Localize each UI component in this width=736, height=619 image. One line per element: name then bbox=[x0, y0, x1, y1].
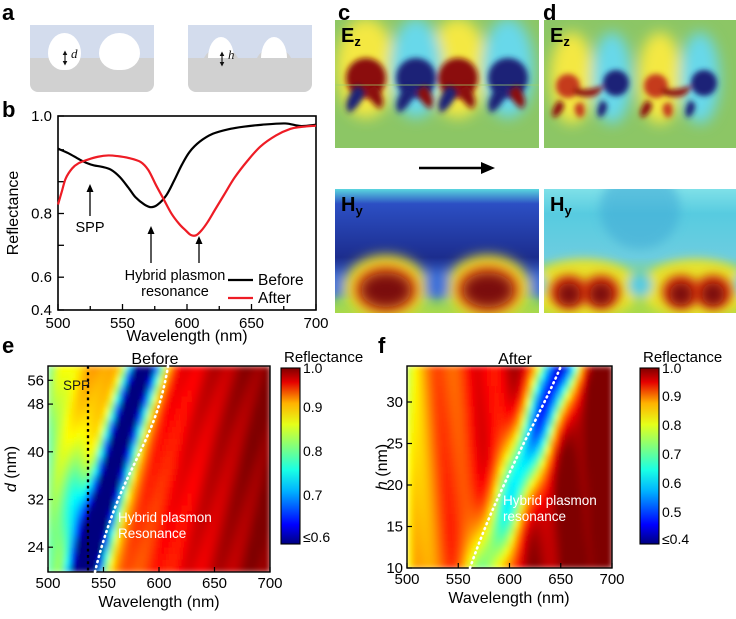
svg-text:0.8: 0.8 bbox=[31, 206, 52, 223]
svg-text:0.9: 0.9 bbox=[303, 399, 323, 415]
svg-text:1.0: 1.0 bbox=[303, 360, 323, 376]
svg-text:550: 550 bbox=[91, 575, 116, 592]
svg-text:32: 32 bbox=[27, 492, 44, 509]
svg-text:d (nm): d (nm) bbox=[3, 446, 20, 492]
svg-text:24: 24 bbox=[27, 539, 44, 556]
svg-text:0.5: 0.5 bbox=[662, 504, 682, 520]
svg-text:Hybrid plasmon: Hybrid plasmon bbox=[125, 268, 226, 284]
svg-text:650: 650 bbox=[548, 571, 573, 588]
svg-text:Wavelength (nm): Wavelength (nm) bbox=[448, 590, 569, 607]
svg-text:0.7: 0.7 bbox=[662, 446, 682, 462]
svg-text:600: 600 bbox=[497, 571, 522, 588]
svg-text:0.4: 0.4 bbox=[31, 302, 52, 319]
svg-text:0.6: 0.6 bbox=[662, 475, 682, 491]
svg-text:resonance: resonance bbox=[503, 509, 566, 524]
svg-text:0.6: 0.6 bbox=[31, 269, 52, 286]
svg-text:650: 650 bbox=[202, 575, 227, 592]
svg-text:h (nm): h (nm) bbox=[374, 444, 391, 490]
svg-text:Before: Before bbox=[258, 272, 304, 289]
svg-text:40: 40 bbox=[27, 444, 44, 461]
svg-text:1.0: 1.0 bbox=[662, 360, 682, 376]
svg-text:0.8: 0.8 bbox=[662, 417, 682, 433]
svg-text:resonance: resonance bbox=[141, 284, 209, 300]
svg-text:700: 700 bbox=[303, 315, 328, 332]
svg-text:SPP: SPP bbox=[75, 220, 104, 236]
svg-text:48: 48 bbox=[27, 396, 44, 413]
svg-text:500: 500 bbox=[35, 575, 60, 592]
svg-text:SPP: SPP bbox=[63, 378, 90, 393]
svg-text:56: 56 bbox=[27, 372, 44, 389]
svg-text:Wavelength (nm): Wavelength (nm) bbox=[98, 594, 219, 611]
svg-text:10: 10 bbox=[386, 560, 403, 577]
svg-text:0.9: 0.9 bbox=[662, 388, 682, 404]
svg-text:Reflectance: Reflectance bbox=[284, 349, 363, 366]
svg-text:≤0.6: ≤0.6 bbox=[303, 529, 330, 545]
svg-text:550: 550 bbox=[446, 571, 471, 588]
svg-text:Reflectance: Reflectance bbox=[5, 171, 22, 256]
svg-text:700: 700 bbox=[599, 571, 624, 588]
svg-text:700: 700 bbox=[257, 575, 282, 592]
svg-text:1.0: 1.0 bbox=[31, 108, 52, 125]
svg-text:Hybrid plasmon: Hybrid plasmon bbox=[118, 510, 212, 525]
svg-text:≤0.4: ≤0.4 bbox=[662, 531, 689, 547]
svg-text:30: 30 bbox=[386, 394, 403, 411]
svg-text:Resonance: Resonance bbox=[118, 526, 186, 541]
svg-text:0.7: 0.7 bbox=[303, 487, 323, 503]
svg-text:Hybrid plasmon: Hybrid plasmon bbox=[503, 493, 597, 508]
svg-text:600: 600 bbox=[146, 575, 171, 592]
svg-text:After: After bbox=[258, 290, 291, 307]
svg-text:Wavelength (nm): Wavelength (nm) bbox=[126, 328, 247, 345]
svg-text:15: 15 bbox=[386, 519, 403, 536]
svg-text:Reflectance: Reflectance bbox=[643, 349, 722, 366]
svg-text:0.8: 0.8 bbox=[303, 443, 323, 459]
